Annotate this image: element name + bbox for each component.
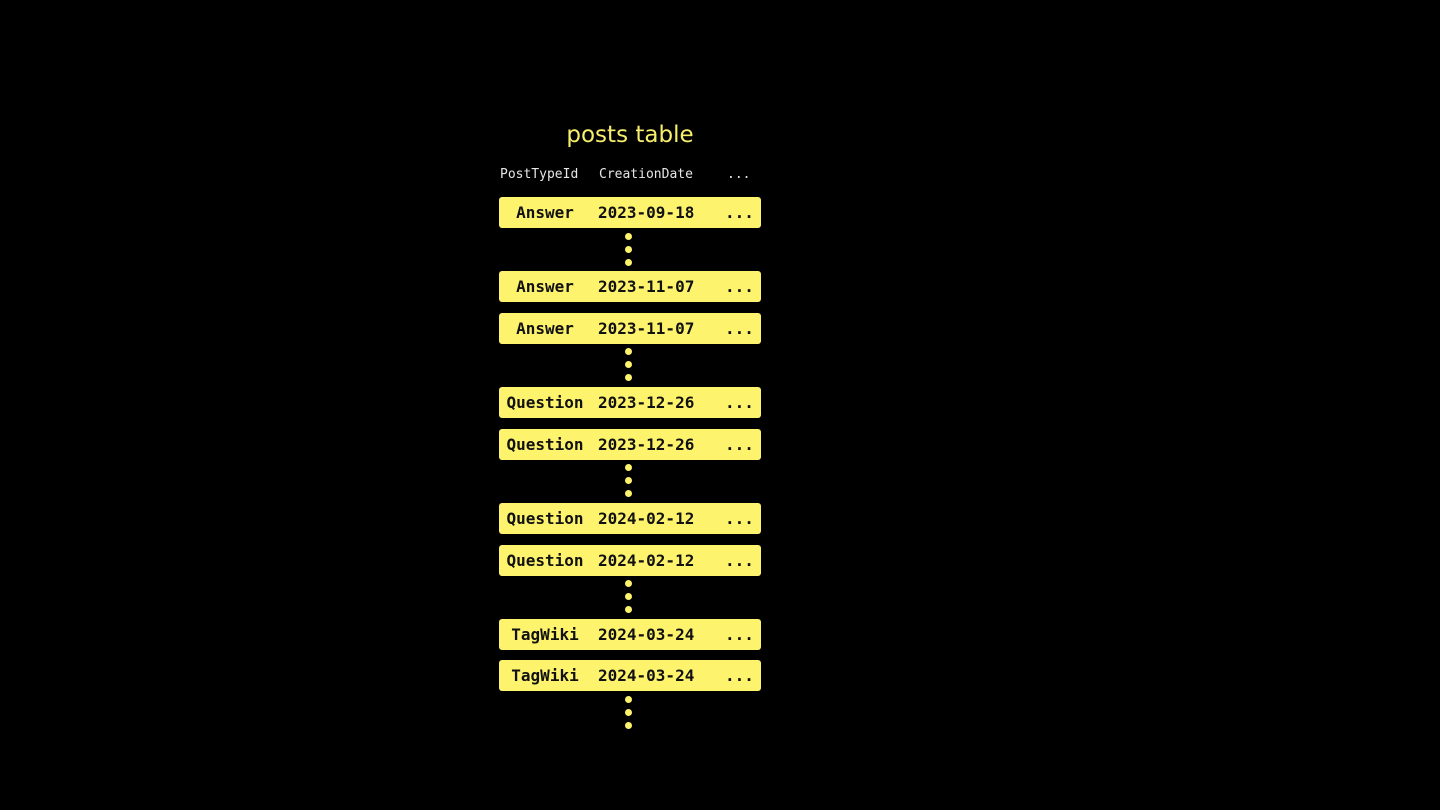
- table-row: Question 2023-12-26...: [499, 387, 761, 418]
- more-cell: ...: [725, 203, 754, 222]
- more-cell: ...: [725, 551, 754, 570]
- ellipsis-vertical-icon: [625, 580, 633, 619]
- table-row: Answer 2023-09-18...: [499, 197, 761, 228]
- post-type-cell: Answer: [516, 203, 574, 222]
- more-cell: ...: [725, 277, 754, 296]
- diagram-title: posts table: [566, 122, 694, 148]
- creation-date-cell: 2023-09-18: [598, 203, 695, 222]
- post-type-cell: TagWiki: [511, 666, 579, 685]
- table-row: Question 2024-02-12...: [499, 545, 761, 576]
- column-header-more: ...: [727, 167, 751, 182]
- post-type-cell: Question: [506, 435, 584, 454]
- ellipsis-vertical-icon: [625, 696, 633, 735]
- table-row: TagWiki 2024-03-24...: [499, 660, 761, 691]
- column-header-creationdate: CreationDate: [599, 167, 693, 182]
- post-type-cell: Question: [506, 551, 584, 570]
- more-cell: ...: [725, 509, 754, 528]
- table-row: TagWiki 2024-03-24...: [499, 619, 761, 650]
- creation-date-cell: 2024-02-12: [598, 551, 695, 570]
- table-row: Answer 2023-11-07...: [499, 313, 761, 344]
- post-type-cell: Answer: [516, 319, 574, 338]
- post-type-cell: TagWiki: [511, 625, 579, 644]
- creation-date-cell: 2023-12-26: [598, 435, 695, 454]
- post-type-cell: Question: [506, 393, 584, 412]
- more-cell: ...: [725, 393, 754, 412]
- more-cell: ...: [725, 666, 754, 685]
- more-cell: ...: [725, 625, 754, 644]
- column-header-posttypeid: PostTypeId: [500, 167, 579, 182]
- table-row: Question 2024-02-12...: [499, 503, 761, 534]
- ellipsis-vertical-icon: [625, 233, 633, 272]
- creation-date-cell: 2024-03-24: [598, 666, 695, 685]
- creation-date-cell: 2023-12-26: [598, 393, 695, 412]
- post-type-cell: Answer: [516, 277, 574, 296]
- creation-date-cell: 2024-02-12: [598, 509, 695, 528]
- post-type-cell: Question: [506, 509, 584, 528]
- ellipsis-vertical-icon: [625, 348, 633, 387]
- more-cell: ...: [725, 435, 754, 454]
- table-row: Answer 2023-11-07...: [499, 271, 761, 302]
- more-cell: ...: [725, 319, 754, 338]
- creation-date-cell: 2023-11-07: [598, 277, 695, 296]
- creation-date-cell: 2024-03-24: [598, 625, 695, 644]
- ellipsis-vertical-icon: [625, 464, 633, 503]
- creation-date-cell: 2023-11-07: [598, 319, 695, 338]
- table-row: Question 2023-12-26...: [499, 429, 761, 460]
